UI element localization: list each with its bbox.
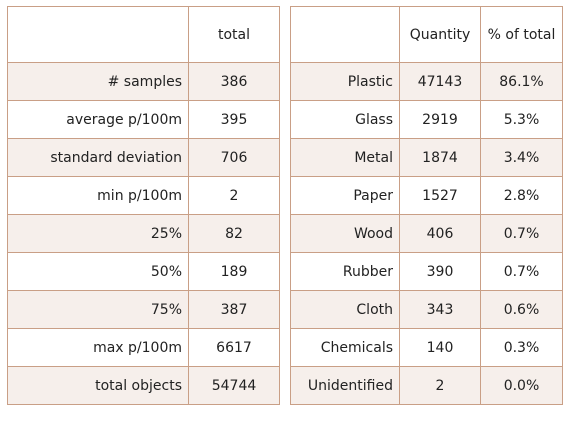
material-label: Paper bbox=[290, 176, 400, 215]
stat-value: 82 bbox=[188, 214, 280, 253]
percent-value: 0.7% bbox=[480, 214, 563, 253]
table-row: 50% 189 bbox=[7, 252, 280, 291]
table-row: Paper 1527 2.8% bbox=[290, 176, 563, 215]
quantity-value: 1874 bbox=[399, 138, 481, 177]
percent-value: 2.8% bbox=[480, 176, 563, 215]
header-quantity: Quantity bbox=[399, 6, 481, 63]
stat-label: total objects bbox=[7, 366, 189, 405]
percent-value: 3.4% bbox=[480, 138, 563, 177]
quantity-value: 2 bbox=[399, 366, 481, 405]
header-total: total bbox=[188, 6, 280, 63]
stat-value: 54744 bbox=[188, 366, 280, 405]
stat-value: 6617 bbox=[188, 328, 280, 367]
percent-value: 0.3% bbox=[480, 328, 563, 367]
material-label: Chemicals bbox=[290, 328, 400, 367]
table-row: total objects 54744 bbox=[7, 366, 280, 405]
table-row: min p/100m 2 bbox=[7, 176, 280, 215]
table-row: Chemicals 140 0.3% bbox=[290, 328, 563, 367]
stat-label: # samples bbox=[7, 62, 189, 101]
percent-value: 86.1% bbox=[480, 62, 563, 101]
table-row: Metal 1874 3.4% bbox=[290, 138, 563, 177]
stat-label: min p/100m bbox=[7, 176, 189, 215]
stat-value: 386 bbox=[188, 62, 280, 101]
material-label: Plastic bbox=[290, 62, 400, 101]
table-header-row: total bbox=[7, 6, 280, 63]
percent-value: 0.6% bbox=[480, 290, 563, 329]
header-empty-cell bbox=[7, 6, 189, 63]
quantity-value: 390 bbox=[399, 252, 481, 291]
quantity-value: 47143 bbox=[399, 62, 481, 101]
stat-label: 50% bbox=[7, 252, 189, 291]
stat-value: 387 bbox=[188, 290, 280, 329]
header-empty-cell bbox=[290, 6, 400, 63]
quantity-value: 140 bbox=[399, 328, 481, 367]
material-breakdown-table: Quantity % of total Plastic 47143 86.1% Gl… bbox=[290, 6, 563, 405]
material-label: Cloth bbox=[290, 290, 400, 329]
table-row: 25% 82 bbox=[7, 214, 280, 253]
quantity-value: 343 bbox=[399, 290, 481, 329]
header-percent-of-total: % of total bbox=[480, 6, 563, 63]
material-label: Glass bbox=[290, 100, 400, 139]
quantity-value: 406 bbox=[399, 214, 481, 253]
percent-value: 0.7% bbox=[480, 252, 563, 291]
percent-value: 0.0% bbox=[480, 366, 563, 405]
stat-label: 75% bbox=[7, 290, 189, 329]
quantity-value: 1527 bbox=[399, 176, 481, 215]
table-row: Glass 2919 5.3% bbox=[290, 100, 563, 139]
table-row: Cloth 343 0.6% bbox=[290, 290, 563, 329]
table-row: 75% 387 bbox=[7, 290, 280, 329]
stat-value: 189 bbox=[188, 252, 280, 291]
material-label: Metal bbox=[290, 138, 400, 177]
table-header-row: Quantity % of total bbox=[290, 6, 563, 63]
table-row: Wood 406 0.7% bbox=[290, 214, 563, 253]
table-row: Unidentified 2 0.0% bbox=[290, 366, 563, 405]
quantity-value: 2919 bbox=[399, 100, 481, 139]
table-row: # samples 386 bbox=[7, 62, 280, 101]
stat-value: 2 bbox=[188, 176, 280, 215]
stat-label: average p/100m bbox=[7, 100, 189, 139]
stat-label: standard deviation bbox=[7, 138, 189, 177]
material-label: Rubber bbox=[290, 252, 400, 291]
material-label: Unidentified bbox=[290, 366, 400, 405]
stat-label: 25% bbox=[7, 214, 189, 253]
table-row: standard deviation 706 bbox=[7, 138, 280, 177]
stat-value: 706 bbox=[188, 138, 280, 177]
table-row: max p/100m 6617 bbox=[7, 328, 280, 367]
material-label: Wood bbox=[290, 214, 400, 253]
stat-value: 395 bbox=[188, 100, 280, 139]
table-row: average p/100m 395 bbox=[7, 100, 280, 139]
stat-label: max p/100m bbox=[7, 328, 189, 367]
summary-stats-table: total # samples 386 average p/100m 395 sta… bbox=[7, 6, 280, 405]
table-row: Plastic 47143 86.1% bbox=[290, 62, 563, 101]
table-row: Rubber 390 0.7% bbox=[290, 252, 563, 291]
percent-value: 5.3% bbox=[480, 100, 563, 139]
